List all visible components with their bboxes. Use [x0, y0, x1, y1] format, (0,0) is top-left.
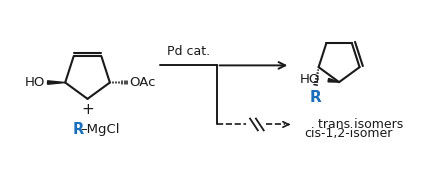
Text: +: +	[81, 102, 94, 117]
Text: cis-1,2-isomer: cis-1,2-isomer	[305, 127, 393, 140]
Text: R: R	[73, 122, 84, 137]
Text: trans isomers: trans isomers	[317, 118, 403, 131]
Polygon shape	[328, 78, 339, 82]
Text: HO: HO	[300, 73, 320, 86]
Text: Pd cat.: Pd cat.	[167, 44, 210, 57]
Polygon shape	[48, 81, 65, 84]
Text: OAc: OAc	[130, 76, 156, 89]
Text: R: R	[310, 90, 322, 105]
Text: HO: HO	[25, 76, 45, 89]
Text: –MgCl: –MgCl	[81, 123, 120, 136]
